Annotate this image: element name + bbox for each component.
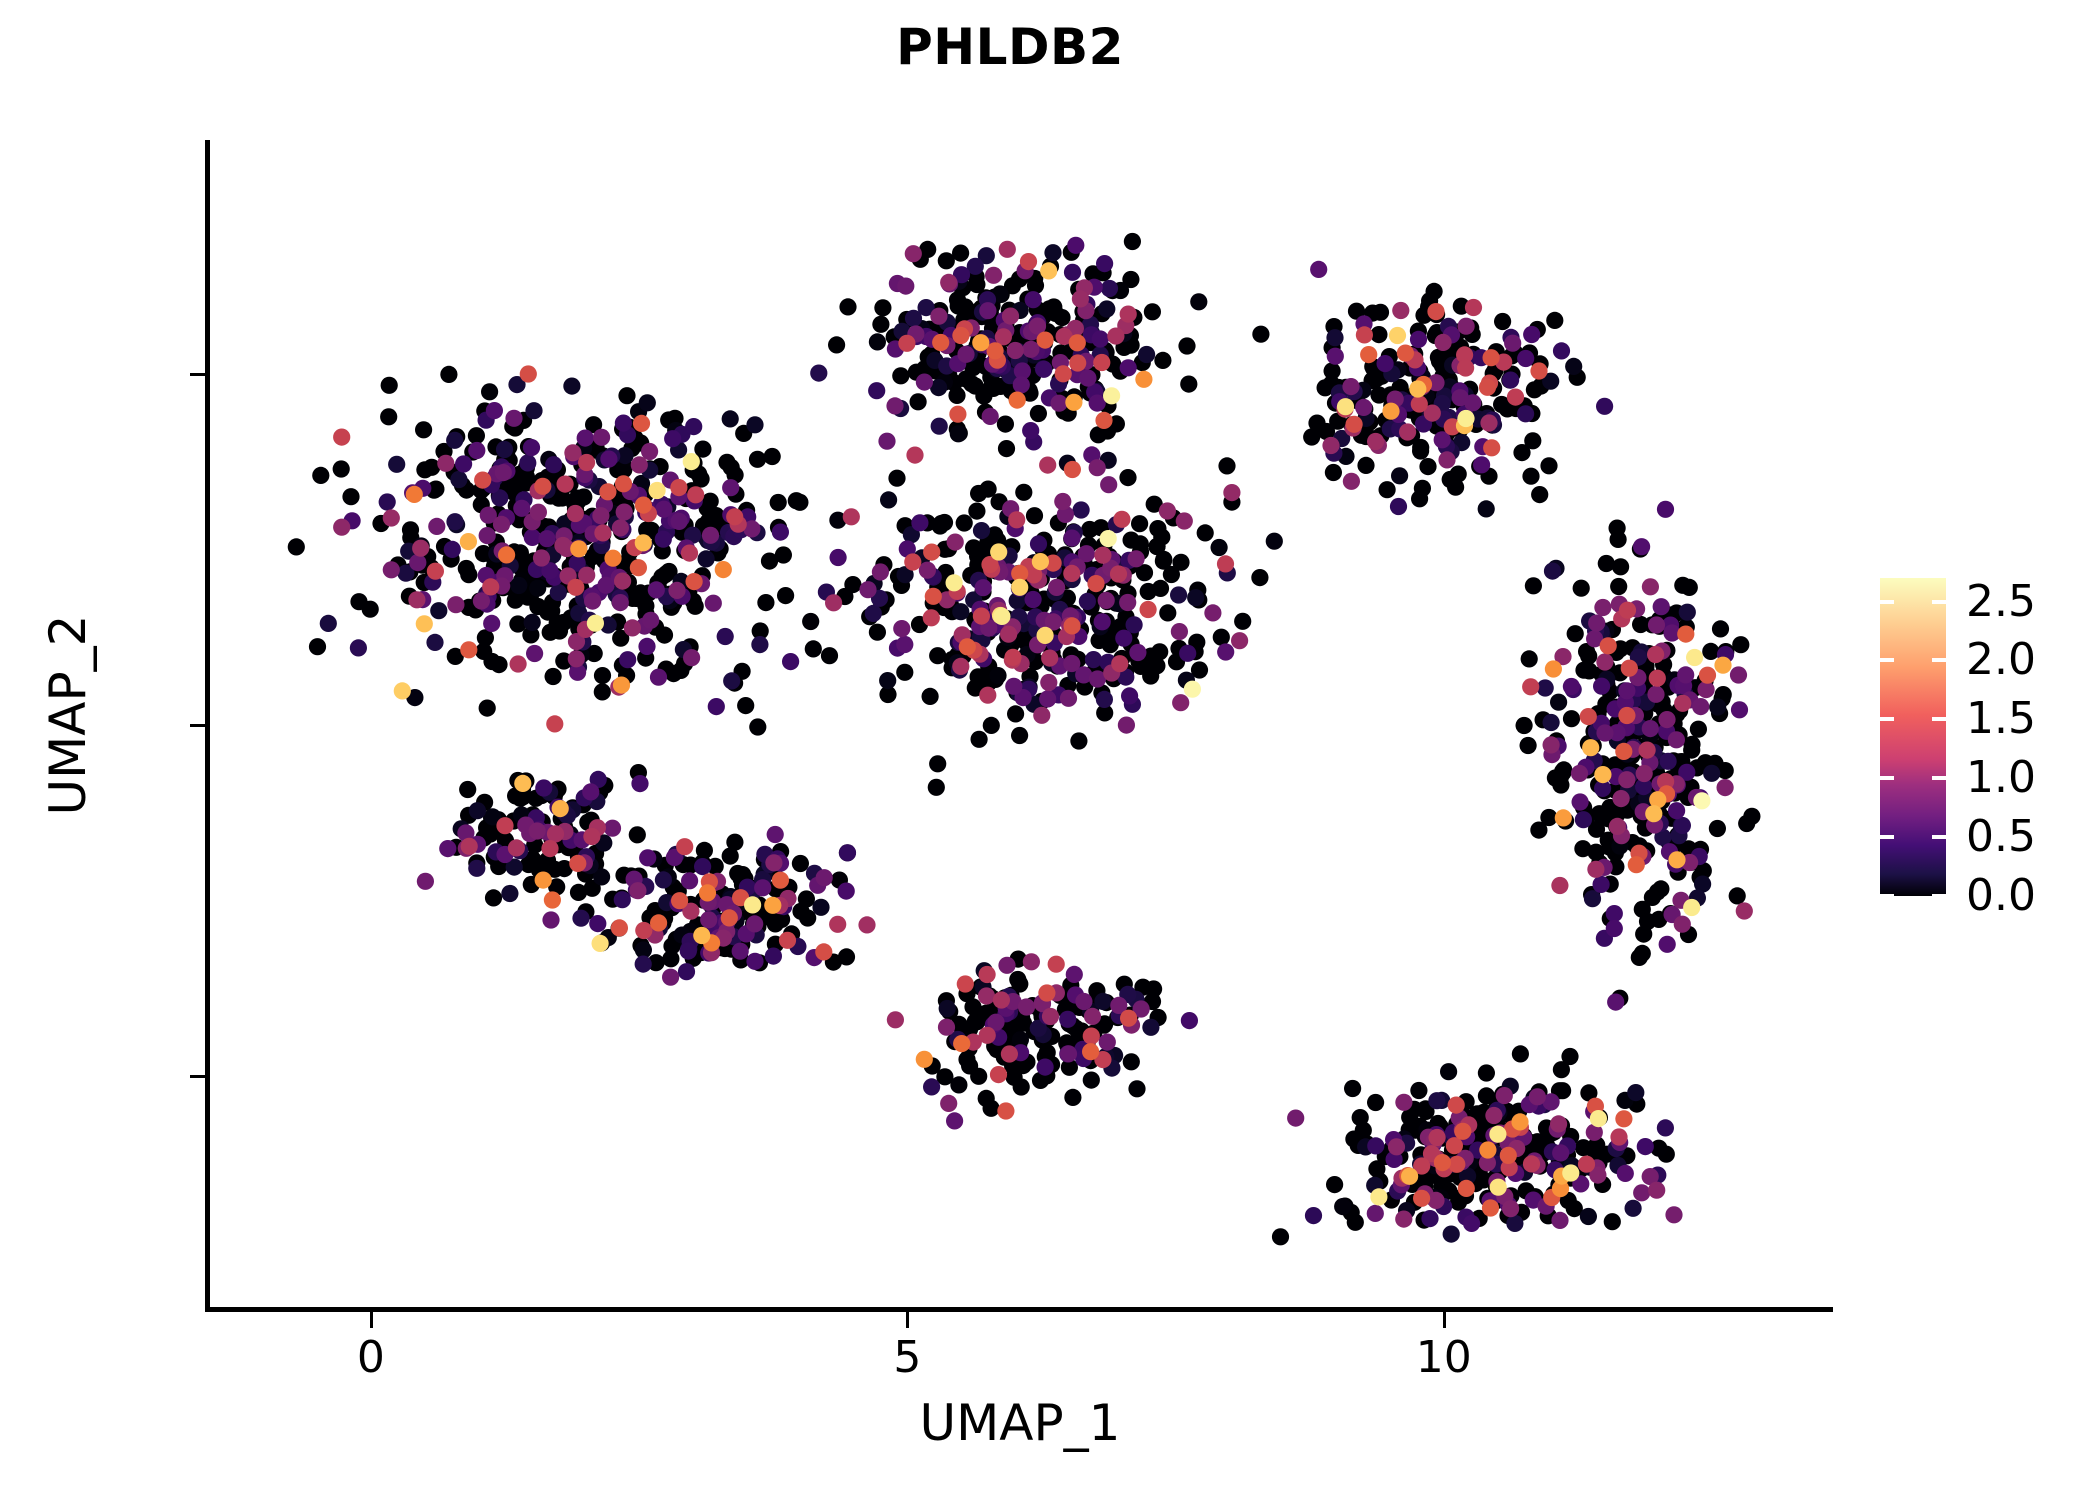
x-tick-label: 0 [356,1332,385,1383]
colorbar-tick-mark [1932,835,1946,840]
colorbar-tick-mark [1880,894,1894,898]
plot-axes [210,140,1830,1310]
colorbar-tick-mark [1880,599,1894,604]
colorbar-tick-mark [1880,776,1894,781]
colorbar-tick-mark [1932,658,1946,663]
colorbar [1880,578,1946,898]
colorbar-tick-label: 1.0 [1966,752,2036,804]
colorbar-tick-mark [1880,658,1894,663]
colorbar-tick-label: 2.5 [1966,575,2036,627]
colorbar-tick-mark [1932,599,1946,604]
colorbar-tick-label: 0.0 [1966,870,2036,921]
y-tick-mark [190,724,206,727]
colorbar-tick-label: 0.5 [1966,811,2036,863]
y-axis-spine [205,140,210,1312]
colorbar-tick-mark [1880,717,1894,722]
y-axis-label: UMAP_2 [39,614,97,816]
y-tick-mark [190,1075,206,1078]
scatter-plot [287,232,1761,1246]
page-title: PHLDB2 [896,18,1124,76]
y-tick-mark [190,373,206,376]
x-tick-mark [369,1312,373,1328]
colorbar-gradient [1880,578,1946,896]
x-axis-spine [205,1307,1833,1312]
colorbar-tick-mark [1932,894,1946,898]
x-tick-label: 5 [893,1332,922,1383]
colorbar-tick-mark [1880,835,1894,840]
x-tick-label: 10 [1415,1332,1472,1383]
x-tick-mark [1442,1312,1446,1328]
colorbar-tick-label: 2.0 [1966,634,2036,686]
x-tick-mark [906,1312,910,1328]
x-axis-label: UMAP_1 [919,1394,1121,1452]
colorbar-tick-mark [1932,717,1946,722]
colorbar-tick-label: 1.5 [1966,693,2036,745]
colorbar-tick-mark [1932,776,1946,781]
